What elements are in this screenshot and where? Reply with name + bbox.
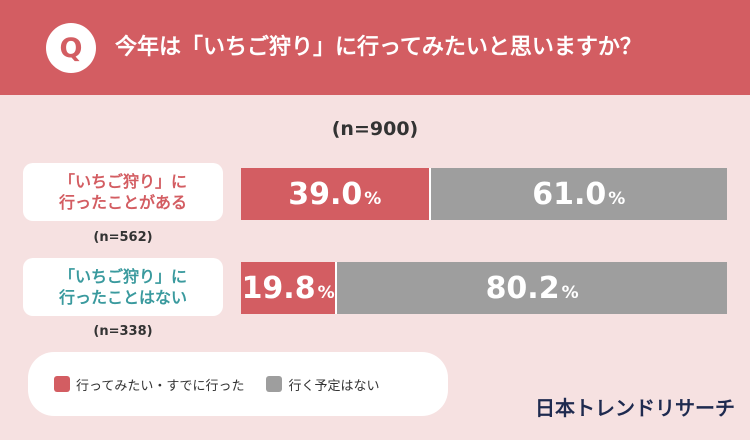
question-badge: Q <box>46 23 96 73</box>
bar-segment: 39.0% <box>241 168 431 220</box>
row-label-visited: 「いちご狩り」に 行ったことがある <box>23 163 223 221</box>
bar-row-not-visited: 19.8% 80.2% <box>241 262 727 314</box>
legend-label: 行く予定はない <box>288 378 380 394</box>
legend-item-want: 行ってみたい・すでに行った <box>54 375 244 394</box>
data-label-unit: % <box>364 188 382 209</box>
data-label-unit: % <box>317 282 335 303</box>
row-sample-size: (n=562) <box>93 230 153 245</box>
data-label-unit: % <box>608 188 626 209</box>
legend: 行ってみたい・すでに行った 行く予定はない <box>28 352 448 416</box>
data-label: 19.8 <box>241 270 316 306</box>
bar-segment: 80.2% <box>337 262 727 314</box>
total-sample-size: (n=900) <box>331 118 419 140</box>
bar-segment: 61.0% <box>430 168 727 220</box>
row-sample-size: (n=338) <box>93 324 153 339</box>
row-label-not-visited: 「いちご狩り」に 行ったことはない <box>23 258 223 316</box>
row-label-line: 「いちご狩り」に <box>58 172 187 191</box>
data-label-unit: % <box>561 282 579 303</box>
data-label: 39.0 <box>288 176 363 212</box>
header-banner: Q 今年は「いちご狩り」に行ってみたいと思いますか？ <box>0 0 750 95</box>
data-label: 80.2 <box>485 270 560 306</box>
data-label: 61.0 <box>532 176 607 212</box>
legend-swatch <box>54 376 70 392</box>
legend-item-no-plan: 行く予定はない <box>266 375 380 394</box>
legend-label: 行ってみたい・すでに行った <box>76 378 245 394</box>
legend-swatch <box>266 376 283 392</box>
row-label-line: 「いちご狩り」に <box>58 267 187 286</box>
bar-row-visited: 39.0% 61.0% <box>241 168 727 220</box>
question-title: 今年は「いちご狩り」に行ってみたいと思いますか？ <box>115 35 642 60</box>
row-label-line: 行ったことはない <box>58 288 187 307</box>
brand-logo: 日本トレンドリサーチ <box>535 396 735 420</box>
row-label-line: 行ったことがある <box>58 193 187 212</box>
bar-segment: 19.8% <box>241 262 338 314</box>
